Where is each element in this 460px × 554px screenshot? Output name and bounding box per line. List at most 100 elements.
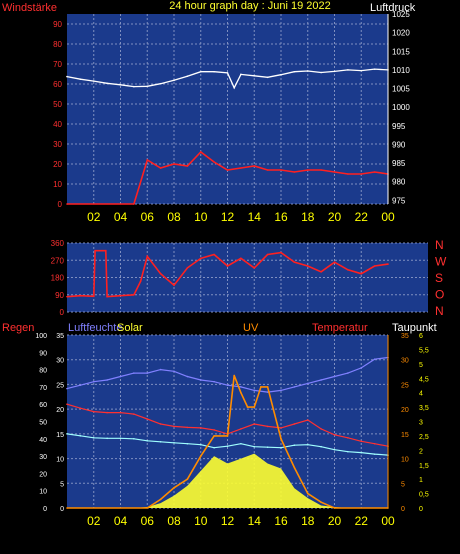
rain-tick-label: 30 xyxy=(56,358,64,365)
series-luftdruck-point xyxy=(173,79,175,82)
left-tick-label: 0 xyxy=(58,200,63,209)
x-tick-label: 02 xyxy=(87,210,101,224)
series-uv-point xyxy=(333,507,336,509)
series-windrichtung-point xyxy=(293,261,296,263)
series-taupunkt-point xyxy=(92,437,95,439)
series-windrichtung-point xyxy=(266,253,269,256)
right-tick-label: 995 xyxy=(392,122,406,131)
series-windrichtung-point xyxy=(106,295,108,298)
series-taupunkt-point xyxy=(253,445,256,448)
left-tick-label: 90 xyxy=(55,291,64,300)
series-luftfeuchte-point xyxy=(226,384,229,386)
rain-tick-label: 0 xyxy=(60,506,64,513)
series-taupunkt-point xyxy=(293,444,296,447)
series-luftdruck-point xyxy=(253,75,256,77)
x-tick-label: 12 xyxy=(221,210,235,224)
series-uv-point xyxy=(186,478,189,480)
uv-tick-label: 0 xyxy=(419,506,423,513)
right-tick-label: 1025 xyxy=(392,10,410,19)
series-taupunkt-point xyxy=(320,445,322,448)
series-uv-point xyxy=(266,386,269,388)
right-tick-label: 1010 xyxy=(392,66,410,75)
x-tick-label: 08 xyxy=(167,514,181,528)
series-luftfeuchte-point xyxy=(79,384,82,386)
series-uv-point xyxy=(320,501,322,504)
x-tick-label: 06 xyxy=(141,210,155,224)
x-tick-label: 02 xyxy=(87,514,101,528)
series-windrichtung-point xyxy=(92,295,95,298)
humidity-tick-label: 0 xyxy=(43,506,47,513)
left-tick-label: 270 xyxy=(51,256,65,265)
series-taupunkt-point xyxy=(146,439,149,442)
rain-tick-label: 5 xyxy=(60,481,64,488)
series-taupunkt-point xyxy=(373,453,376,455)
series-luftfeuchte-point xyxy=(199,379,202,381)
wind-pressure-x-axis: 02 04 06 08 10 12 14 16 18 20 22 00 xyxy=(87,210,395,224)
x-tick-label: 14 xyxy=(248,210,262,224)
left-tick-label: 360 xyxy=(51,239,65,248)
series-windrichtung-point xyxy=(159,272,162,275)
left-tick-label: 50 xyxy=(53,100,62,109)
series-luftfeuchte-point xyxy=(159,368,162,371)
left-tick-label: 180 xyxy=(51,274,65,283)
series-taupunkt-point xyxy=(213,446,215,449)
series-luftdruck-point xyxy=(79,78,82,80)
series-windrichtung-point xyxy=(66,295,68,298)
right-tick-label: 1015 xyxy=(392,47,410,56)
series-uv-point xyxy=(146,507,149,509)
temperature-tick-label: 5 xyxy=(401,481,405,488)
uv-tick-label: 1,5 xyxy=(419,463,429,470)
x-tick-label: 08 xyxy=(167,210,181,224)
right-tick-label: 990 xyxy=(392,140,406,149)
left-tick-label: 20 xyxy=(53,160,62,169)
series-taupunkt-point xyxy=(186,442,189,445)
series-luftfeuchte-point xyxy=(333,375,336,378)
luftdruck-axis: 1025 1020 1015 1010 1005 1000 995 990 985 980 975 xyxy=(387,10,410,205)
series-luftfeuchte-point xyxy=(253,389,256,392)
compass-label: O xyxy=(435,288,444,302)
series-windstärke-point xyxy=(146,159,149,161)
series-temperatur-point xyxy=(360,440,363,443)
series-windstärke-point xyxy=(333,171,336,173)
x-tick-label: 12 xyxy=(221,514,235,528)
series-windrichtung-point xyxy=(119,294,122,297)
series-windstärke-point xyxy=(240,167,242,169)
compass-label: N xyxy=(435,304,444,318)
series-luftdruck-point xyxy=(306,70,309,72)
uv-tick-label: 3 xyxy=(419,420,423,427)
climate-grid xyxy=(67,334,388,509)
series-temperatur-point xyxy=(320,428,322,430)
series-windrichtung-point xyxy=(347,269,349,271)
left-tick-label: 0 xyxy=(60,308,65,317)
luftdruck-label: Luftdruck xyxy=(370,2,416,14)
series-uv-point xyxy=(246,406,249,408)
series-windrichtung-point xyxy=(213,253,215,256)
series-temperatur-point xyxy=(92,410,95,413)
climate-axes: 1009080706050403020100353025201510503530… xyxy=(35,333,429,513)
series-uv-point xyxy=(280,438,282,440)
series-luftfeuchte-point xyxy=(133,372,135,374)
series-windstärke-point xyxy=(373,171,376,173)
series-taupunkt-point xyxy=(360,451,363,454)
series-uv-point xyxy=(173,487,175,489)
x-tick-label: 20 xyxy=(328,210,342,224)
series-temperatur-point xyxy=(213,429,215,431)
series-windrichtung-point xyxy=(199,257,202,260)
series-luftdruck xyxy=(66,68,389,90)
series-windrichtung-point xyxy=(387,263,389,265)
series-luftfeuchte-point xyxy=(280,389,282,392)
series-luftdruck-point xyxy=(266,76,269,79)
x-tick-label: 14 xyxy=(248,514,262,528)
left-tick-label: 70 xyxy=(53,60,62,69)
series-uv-point xyxy=(293,466,296,469)
series-taupunkt-point xyxy=(226,445,229,448)
series-luftfeuchte-point xyxy=(92,380,95,383)
series-luftdruck-point xyxy=(66,75,68,78)
chart-title: 24 hour graph day : Juni 19 2022 xyxy=(169,0,330,12)
series-windstärke-point xyxy=(226,169,229,171)
x-tick-label: 18 xyxy=(301,210,315,224)
series-temperatur-point xyxy=(119,411,122,414)
series-temperatur-point xyxy=(306,419,309,421)
x-tick-label: 04 xyxy=(114,514,128,528)
series-luftdruck-point xyxy=(360,69,363,72)
